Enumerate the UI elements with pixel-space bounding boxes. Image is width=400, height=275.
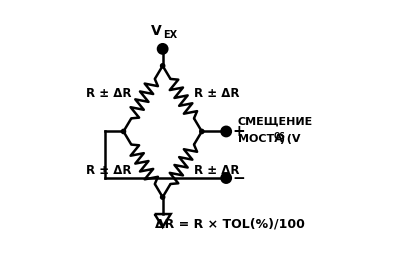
Text: EX: EX <box>163 30 177 40</box>
Text: ): ) <box>279 134 284 144</box>
Text: +: + <box>232 124 245 139</box>
Circle shape <box>200 129 204 134</box>
Text: ΔR = R × TOL(%)/100: ΔR = R × TOL(%)/100 <box>156 218 305 231</box>
Circle shape <box>222 127 231 136</box>
Text: R ± ΔR: R ± ΔR <box>194 164 239 177</box>
Circle shape <box>158 44 167 54</box>
Text: R ± ΔR: R ± ΔR <box>86 164 132 177</box>
Text: СМЕЩЕНИЕ: СМЕЩЕНИЕ <box>238 117 313 127</box>
Circle shape <box>160 64 165 68</box>
Circle shape <box>222 174 231 183</box>
Text: OS: OS <box>273 132 285 141</box>
Circle shape <box>160 195 165 199</box>
Text: R ± ΔR: R ± ΔR <box>86 87 132 100</box>
Text: V: V <box>151 24 162 38</box>
Text: МОСТА (V: МОСТА (V <box>238 134 300 144</box>
Text: R ± ΔR: R ± ΔR <box>194 87 239 100</box>
Text: −: − <box>232 170 245 186</box>
Circle shape <box>121 129 126 134</box>
